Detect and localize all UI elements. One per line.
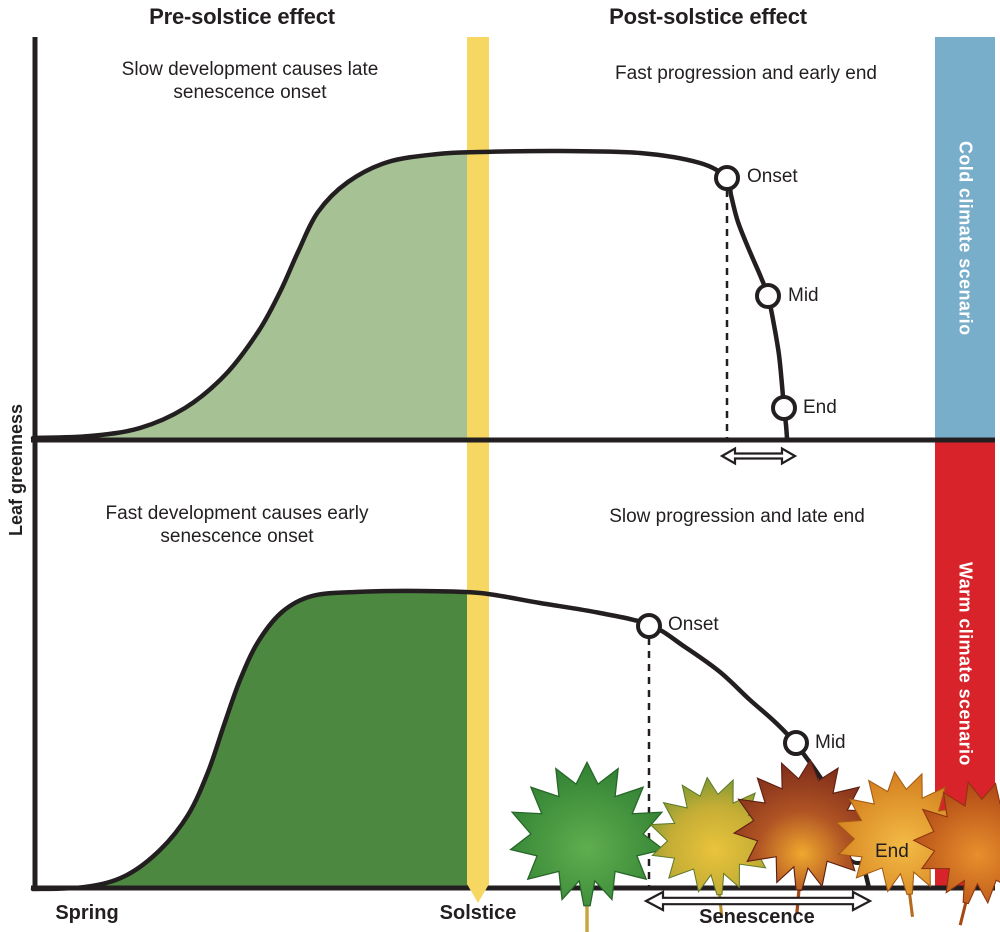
cold-end-marker: [771, 395, 797, 421]
cold-climate-band: Cold climate scenario: [935, 37, 995, 440]
warm-climate-band-label: Warm climate scenario: [955, 562, 976, 766]
solstice-band: [467, 37, 489, 903]
warm-post-caption: Slow progression and late end: [609, 506, 865, 527]
cold-onset-label: Onset: [747, 166, 798, 187]
post-solstice-shift-arrow: [719, 446, 798, 466]
cold-onset-marker: [714, 165, 740, 191]
maple-leaf-rust-icon: [901, 766, 1000, 926]
maple-leaves-row: [509, 753, 1000, 932]
cold-post-caption: Fast progression and early end: [615, 63, 877, 84]
cold-mid-label: Mid: [788, 285, 819, 306]
warm-greenness-area: [33, 590, 481, 889]
cold-area-fill: [33, 152, 481, 440]
x-label-senescence: Senescence: [699, 906, 815, 928]
cold-end-label: End: [803, 397, 837, 418]
warm-pre-caption: Fast development causes early senescence…: [105, 503, 369, 547]
maple-leaf-orange-icon: [828, 763, 976, 918]
warm-area-fill: [33, 590, 481, 889]
cold-greenness-curve: [30, 148, 790, 441]
cold-senescence-curve-group: [30, 148, 797, 441]
y-axis-label: Leaf greenness: [6, 403, 26, 537]
post-solstice-title: Post-solstice effect: [609, 4, 807, 29]
cold-pre-caption: Slow development causes late senescence …: [121, 59, 379, 103]
pre-solstice-title: Pre-solstice effect: [149, 4, 335, 29]
maple-leaf-green-icon: [509, 761, 665, 932]
warm-onset-label: Onset: [668, 614, 719, 635]
cold-climate-band-label: Cold climate scenario: [955, 141, 976, 336]
x-label-spring: Spring: [55, 902, 119, 924]
x-label-solstice: Solstice: [439, 902, 517, 924]
warm-mid-label: Mid: [815, 732, 846, 753]
cold-greenness-area: [33, 152, 481, 440]
senescence-span-arrow: [643, 890, 873, 912]
cold-mid-marker: [755, 283, 781, 309]
warm-onset-marker: [636, 613, 662, 639]
warm-end-label: End: [875, 841, 909, 862]
warm-mid-marker: [783, 730, 809, 756]
